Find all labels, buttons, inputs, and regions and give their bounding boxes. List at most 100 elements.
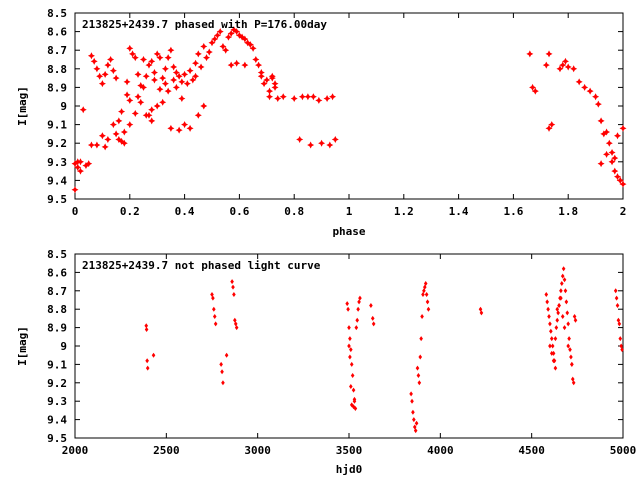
phased-y-axis-label: I[mag] (16, 86, 29, 126)
phased-data-point (266, 87, 274, 95)
unphased-data-point (566, 343, 570, 349)
unphased-data-point (349, 383, 353, 389)
phased-x-tick-label: 0 (72, 205, 79, 218)
unphased-y-tick-label: 8.5 (47, 248, 67, 261)
unphased-data-point (555, 306, 560, 312)
phased-data-point (197, 63, 205, 71)
unphased-data-point (414, 420, 419, 426)
unphased-data-point (553, 336, 558, 342)
phased-data-point (564, 63, 572, 71)
unphased-data-point (413, 428, 418, 434)
phased-data-point (186, 124, 194, 132)
phased-x-tick-label: 0.2 (120, 205, 140, 218)
unphased-data-point (211, 295, 215, 301)
phased-data-point (318, 139, 326, 147)
unphased-y-tick-label: 8.6 (47, 266, 67, 279)
phased-data-point (331, 135, 339, 143)
phased-data-point (194, 111, 202, 119)
unphased-data-point (619, 343, 623, 349)
unphased-data-point (620, 347, 624, 353)
phased-x-tick-label: 1.4 (449, 205, 469, 218)
phased-data-point (148, 106, 156, 114)
phased-data-point (315, 96, 323, 104)
unphased-data-point (614, 295, 619, 301)
phased-data-point (98, 80, 106, 88)
phased-data-point (181, 121, 189, 129)
unphased-data-point (618, 336, 623, 342)
phased-data-point (159, 74, 167, 82)
unphased-data-point (418, 354, 423, 360)
unphased-data-point (232, 291, 236, 297)
unphased-x-ticks: 2000 2500 3000 3500 4000 4500 5000 (62, 254, 636, 457)
phased-data-point (309, 93, 317, 101)
phased-data-point (109, 67, 117, 75)
phased-data-point (175, 72, 183, 80)
phased-data-point (131, 54, 139, 62)
phased-data-point (548, 121, 556, 129)
phased-y-tick-label: 9.1 (47, 119, 67, 132)
phased-data-point (263, 76, 271, 84)
phased-data-point (205, 48, 213, 56)
unphased-y-tick-label: 9.4 (47, 414, 67, 427)
phased-data-point (268, 74, 276, 82)
unphased-data-point (349, 347, 353, 353)
phased-data-point (257, 72, 265, 80)
phased-data-point (561, 57, 569, 65)
phased-data-point (76, 167, 84, 175)
phased-data-point (249, 44, 257, 52)
phased-data-point (156, 54, 164, 62)
unphased-data-point (551, 358, 556, 364)
unphased-y-tick-label: 9.3 (47, 395, 67, 408)
unphased-data-point (411, 409, 415, 415)
phased-data-point (619, 180, 627, 188)
unphased-data-point (573, 317, 578, 323)
phased-data-point (608, 158, 616, 166)
unphased-data-point (548, 321, 552, 327)
phased-data-point (98, 132, 106, 140)
phased-data-point (531, 87, 539, 95)
unphased-data-point (221, 380, 225, 386)
unphased-data-point (549, 350, 554, 356)
phased-data-point (142, 72, 150, 80)
phased-data-point (107, 56, 115, 63)
unphased-data-point (345, 301, 349, 307)
unphased-x-tick-label: 4500 (518, 444, 545, 457)
unphased-data-point (144, 323, 149, 329)
phased-y-tick-label: 9.5 (47, 193, 67, 206)
unphased-data-point (563, 288, 568, 294)
phased-data-point (556, 65, 564, 73)
phased-data-point (241, 61, 249, 69)
unphased-data-point (351, 404, 356, 410)
phased-data-point (170, 76, 178, 84)
unphased-data-point (549, 328, 553, 334)
phased-data-point (126, 121, 134, 129)
phased-data-point (616, 176, 624, 184)
phased-data-point (156, 85, 164, 93)
phased-data-point (161, 65, 169, 73)
phased-data-point (71, 160, 79, 168)
phased-data-point (224, 33, 232, 41)
unphased-x-tick-label: 3000 (244, 444, 271, 457)
phased-y-tick-label: 9.2 (47, 137, 67, 150)
phased-data-point (101, 143, 109, 151)
phased-data-point (575, 78, 583, 86)
unphased-data-point (545, 299, 549, 305)
unphased-data-point (352, 396, 357, 402)
phased-data-point (161, 80, 169, 88)
phased-data-point (126, 44, 134, 52)
phased-data-point (134, 70, 142, 78)
phased-data-point (109, 121, 117, 129)
unphased-data-point (420, 314, 424, 320)
unphased-data-point (564, 299, 569, 305)
phased-data-point (241, 35, 249, 43)
phased-data-point (192, 59, 200, 67)
unphased-data-point (410, 398, 414, 404)
phased-data-point (120, 128, 128, 136)
unphased-data-point (560, 273, 565, 279)
unphased-data-point (616, 317, 621, 323)
phased-data-point (290, 95, 298, 103)
phased-x-tick-label: 1.6 (503, 205, 523, 218)
phased-data-point (614, 173, 622, 181)
phased-data-point (134, 93, 142, 101)
phased-y-tick-label: 8.5 (47, 7, 67, 20)
